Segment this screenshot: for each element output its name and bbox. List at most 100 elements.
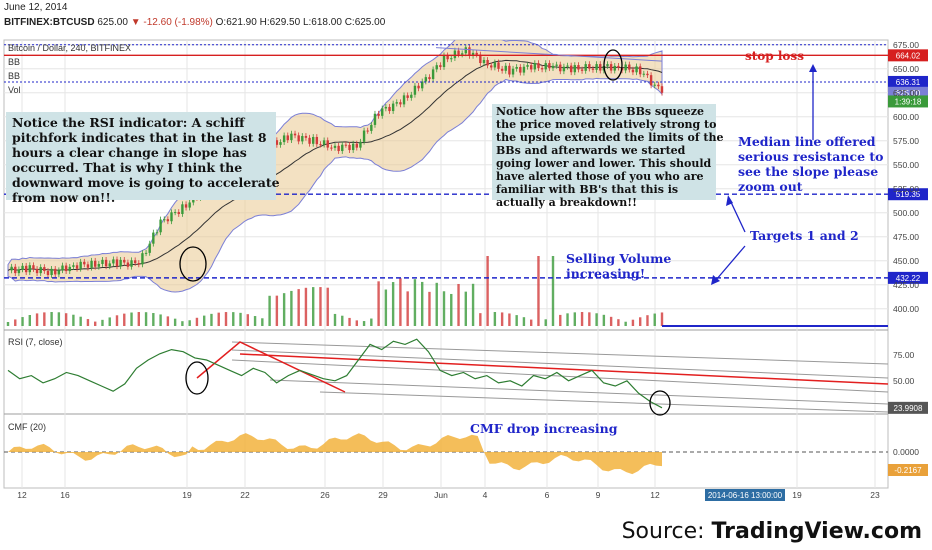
- pitchfork-line-3: [269, 379, 889, 405]
- volume-bar: [370, 318, 373, 326]
- volume-bar: [500, 312, 504, 326]
- candle-body: [657, 84, 660, 87]
- note-bb-line-2: the price moved relatively strong to: [496, 118, 716, 131]
- price-label: 636.31: [896, 78, 921, 87]
- candle-body: [446, 55, 449, 60]
- candle-body: [515, 67, 518, 69]
- candle-body: [14, 266, 17, 274]
- volume-bar: [493, 312, 497, 326]
- source-prefix: Source:: [621, 519, 712, 544]
- candle-body: [155, 232, 159, 234]
- candle-body: [50, 268, 53, 276]
- candle-body: [522, 66, 526, 73]
- candle-body: [362, 130, 366, 142]
- volume-bar: [64, 313, 68, 326]
- candle-body: [97, 263, 101, 267]
- candle-body: [330, 147, 333, 149]
- symbol: BITFINEX:BTCUSD: [4, 17, 95, 28]
- pitchfork-median: [239, 353, 889, 385]
- time-tick-3: 22: [240, 490, 250, 500]
- price-label-box: [888, 49, 928, 62]
- candle-body: [559, 64, 562, 72]
- candle-body: [337, 145, 340, 152]
- candle-body: [490, 65, 493, 68]
- volume-bar: [188, 320, 191, 326]
- time-tick-5: 29: [378, 490, 388, 500]
- candle-body: [24, 265, 28, 273]
- candle-body: [43, 267, 46, 272]
- candle-body: [395, 102, 398, 104]
- candle-body: [511, 68, 515, 75]
- price-tick-675: 675.00: [893, 40, 919, 50]
- candle-body: [573, 65, 576, 73]
- volume-bar: [341, 315, 344, 326]
- candle-body: [275, 140, 279, 145]
- candle-body: [442, 55, 446, 68]
- rsi-end-circle: [649, 390, 671, 416]
- note-rsi-line-5: downward move is going to accelerate: [12, 175, 280, 190]
- rsi-low-circle: [185, 361, 209, 395]
- candle-body: [606, 64, 609, 66]
- candle-body: [68, 266, 71, 272]
- candle-body: [660, 86, 664, 93]
- volume-bar: [253, 316, 257, 326]
- rsi-value-box: [888, 401, 928, 414]
- candle-body: [391, 103, 395, 112]
- target1-arrowhead: [726, 195, 733, 206]
- time-tick-11: 19: [792, 490, 802, 500]
- volume-bar: [355, 320, 358, 326]
- note-bb-line-1: Notice how after the BBs squeeze: [496, 105, 704, 118]
- price-levels: 664.02 636.31 625.001:39:18 519.35 432.22: [4, 44, 928, 284]
- candle-body: [399, 102, 402, 105]
- candle-body: [642, 73, 646, 75]
- candle-body: [57, 270, 61, 275]
- candle-body: [471, 52, 475, 56]
- candle-body: [406, 95, 409, 98]
- candle-body: [526, 65, 529, 67]
- candle-body: [126, 262, 130, 267]
- candle-body: [500, 68, 504, 71]
- volume-bar: [261, 318, 264, 326]
- candle-body: [322, 140, 326, 145]
- volume-bar: [588, 312, 591, 326]
- volume-bar: [21, 317, 24, 326]
- candle-body: [468, 47, 471, 56]
- volume-bar: [297, 289, 300, 326]
- rsi-pane: 23.9908: [7, 338, 928, 414]
- cmf-value-label: -0.2167: [894, 466, 922, 475]
- volume-bar: [130, 312, 133, 326]
- candle-body: [21, 265, 24, 270]
- candle-body: [304, 136, 308, 138]
- candle-body: [166, 219, 170, 222]
- volume-bar: [631, 319, 635, 326]
- legend-bb-2: BB: [8, 71, 20, 81]
- price-tick-575: 575.00: [893, 136, 919, 146]
- note-bb-box: [492, 104, 716, 200]
- time-tick-0: 12: [17, 490, 27, 500]
- note-rsi-line-4: occurred. That is why I think the: [12, 160, 242, 175]
- price-tick-625: 625.00: [893, 88, 919, 98]
- volume-bar: [442, 291, 446, 326]
- squeeze-circle: [179, 246, 207, 282]
- candle-body: [173, 212, 177, 214]
- candle-body: [595, 64, 598, 70]
- candle-body: [631, 69, 635, 73]
- candle-body: [591, 68, 595, 70]
- candle-body: [141, 253, 144, 265]
- candle-body: [72, 265, 75, 267]
- rsi-tick-75: 75.00: [893, 350, 915, 360]
- candle-body: [341, 144, 344, 152]
- volume-bar: [101, 319, 104, 326]
- candle-body: [32, 265, 35, 270]
- legend-vol: Vol: [8, 85, 21, 95]
- candle-body: [540, 68, 544, 70]
- candle-body: [635, 66, 638, 73]
- volume-bar: [123, 313, 126, 326]
- candle-body: [83, 261, 86, 265]
- cmf-title: CMF (20): [8, 422, 46, 432]
- stop-loss-label: stop loss: [745, 49, 804, 63]
- cmf-note: CMF drop increasing: [470, 421, 618, 436]
- volume-bar: [166, 316, 170, 326]
- candle-body: [181, 204, 184, 215]
- candle-body: [530, 65, 533, 70]
